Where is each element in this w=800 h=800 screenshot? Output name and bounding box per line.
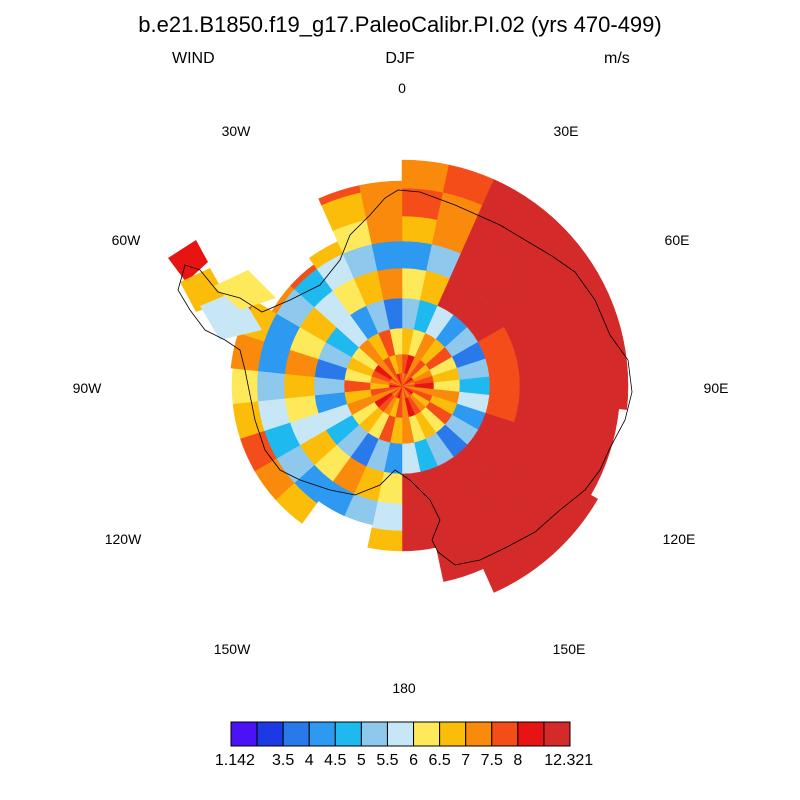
colorbar-label: 12.321 bbox=[544, 752, 594, 769]
colorbar-swatch bbox=[517, 721, 545, 747]
wind-speed-cell bbox=[442, 566, 484, 582]
colorbar-label: 1.142 bbox=[214, 752, 255, 769]
lon-label-0: 0 bbox=[398, 80, 406, 96]
wind-speed-cell bbox=[367, 527, 403, 552]
units-label: m/s bbox=[604, 50, 630, 67]
colorbar-label: 6 bbox=[409, 752, 418, 769]
lon-label-30e: 30E bbox=[553, 123, 579, 139]
lon-label-120e: 120E bbox=[662, 531, 696, 547]
wind-speed-cell bbox=[359, 180, 403, 193]
lon-label-90e: 90E bbox=[703, 380, 729, 396]
colorbar-swatch bbox=[543, 721, 571, 747]
colorbar-swatch bbox=[386, 721, 415, 747]
colorbar-label: 4.5 bbox=[324, 752, 347, 769]
peninsula-cell bbox=[214, 270, 276, 310]
colorbar-label: 6.5 bbox=[428, 752, 451, 769]
colorbar-swatch bbox=[282, 721, 310, 747]
colorbar-swatch bbox=[465, 721, 493, 747]
colorbar-swatch bbox=[439, 721, 467, 747]
colorbar-label: 4 bbox=[304, 752, 314, 769]
colorbar-label: 7.5 bbox=[480, 752, 503, 769]
variable-label: WIND bbox=[172, 50, 215, 67]
lon-label-90w: 90W bbox=[72, 380, 102, 396]
peninsula-cell bbox=[200, 290, 262, 340]
lon-label-120w: 120W bbox=[104, 531, 142, 547]
colorbar-swatch bbox=[360, 721, 388, 747]
peninsula-cell bbox=[168, 240, 208, 282]
colorbar-label: 5.5 bbox=[376, 752, 399, 769]
antarctica-coastline bbox=[177, 189, 633, 566]
colorbar-swatch bbox=[230, 721, 258, 747]
lon-label-30w: 30W bbox=[221, 123, 251, 139]
colorbar-swatch bbox=[491, 721, 519, 747]
lon-label-60w: 60W bbox=[111, 232, 141, 248]
colorbar-label: 3.5 bbox=[272, 752, 295, 769]
colorbar-label: 5 bbox=[356, 752, 366, 769]
plot-title: b.e21.B1850.f19_g17.PaleoCalibr.PI.02 (y… bbox=[138, 12, 662, 37]
lon-label-180: 180 bbox=[392, 680, 416, 696]
colorbar-swatch bbox=[334, 721, 362, 747]
season-label: DJF bbox=[385, 50, 415, 67]
colorbar-label: 8 bbox=[513, 752, 523, 769]
lon-label-60e: 60E bbox=[664, 232, 690, 248]
colorbar-label: 7 bbox=[461, 752, 471, 769]
colorbar-swatch bbox=[308, 721, 336, 747]
colorbar-swatch bbox=[413, 721, 441, 747]
lon-label-150e: 150E bbox=[552, 641, 586, 657]
lon-label-150w: 150W bbox=[213, 641, 251, 657]
colorbar-swatch bbox=[256, 721, 284, 747]
